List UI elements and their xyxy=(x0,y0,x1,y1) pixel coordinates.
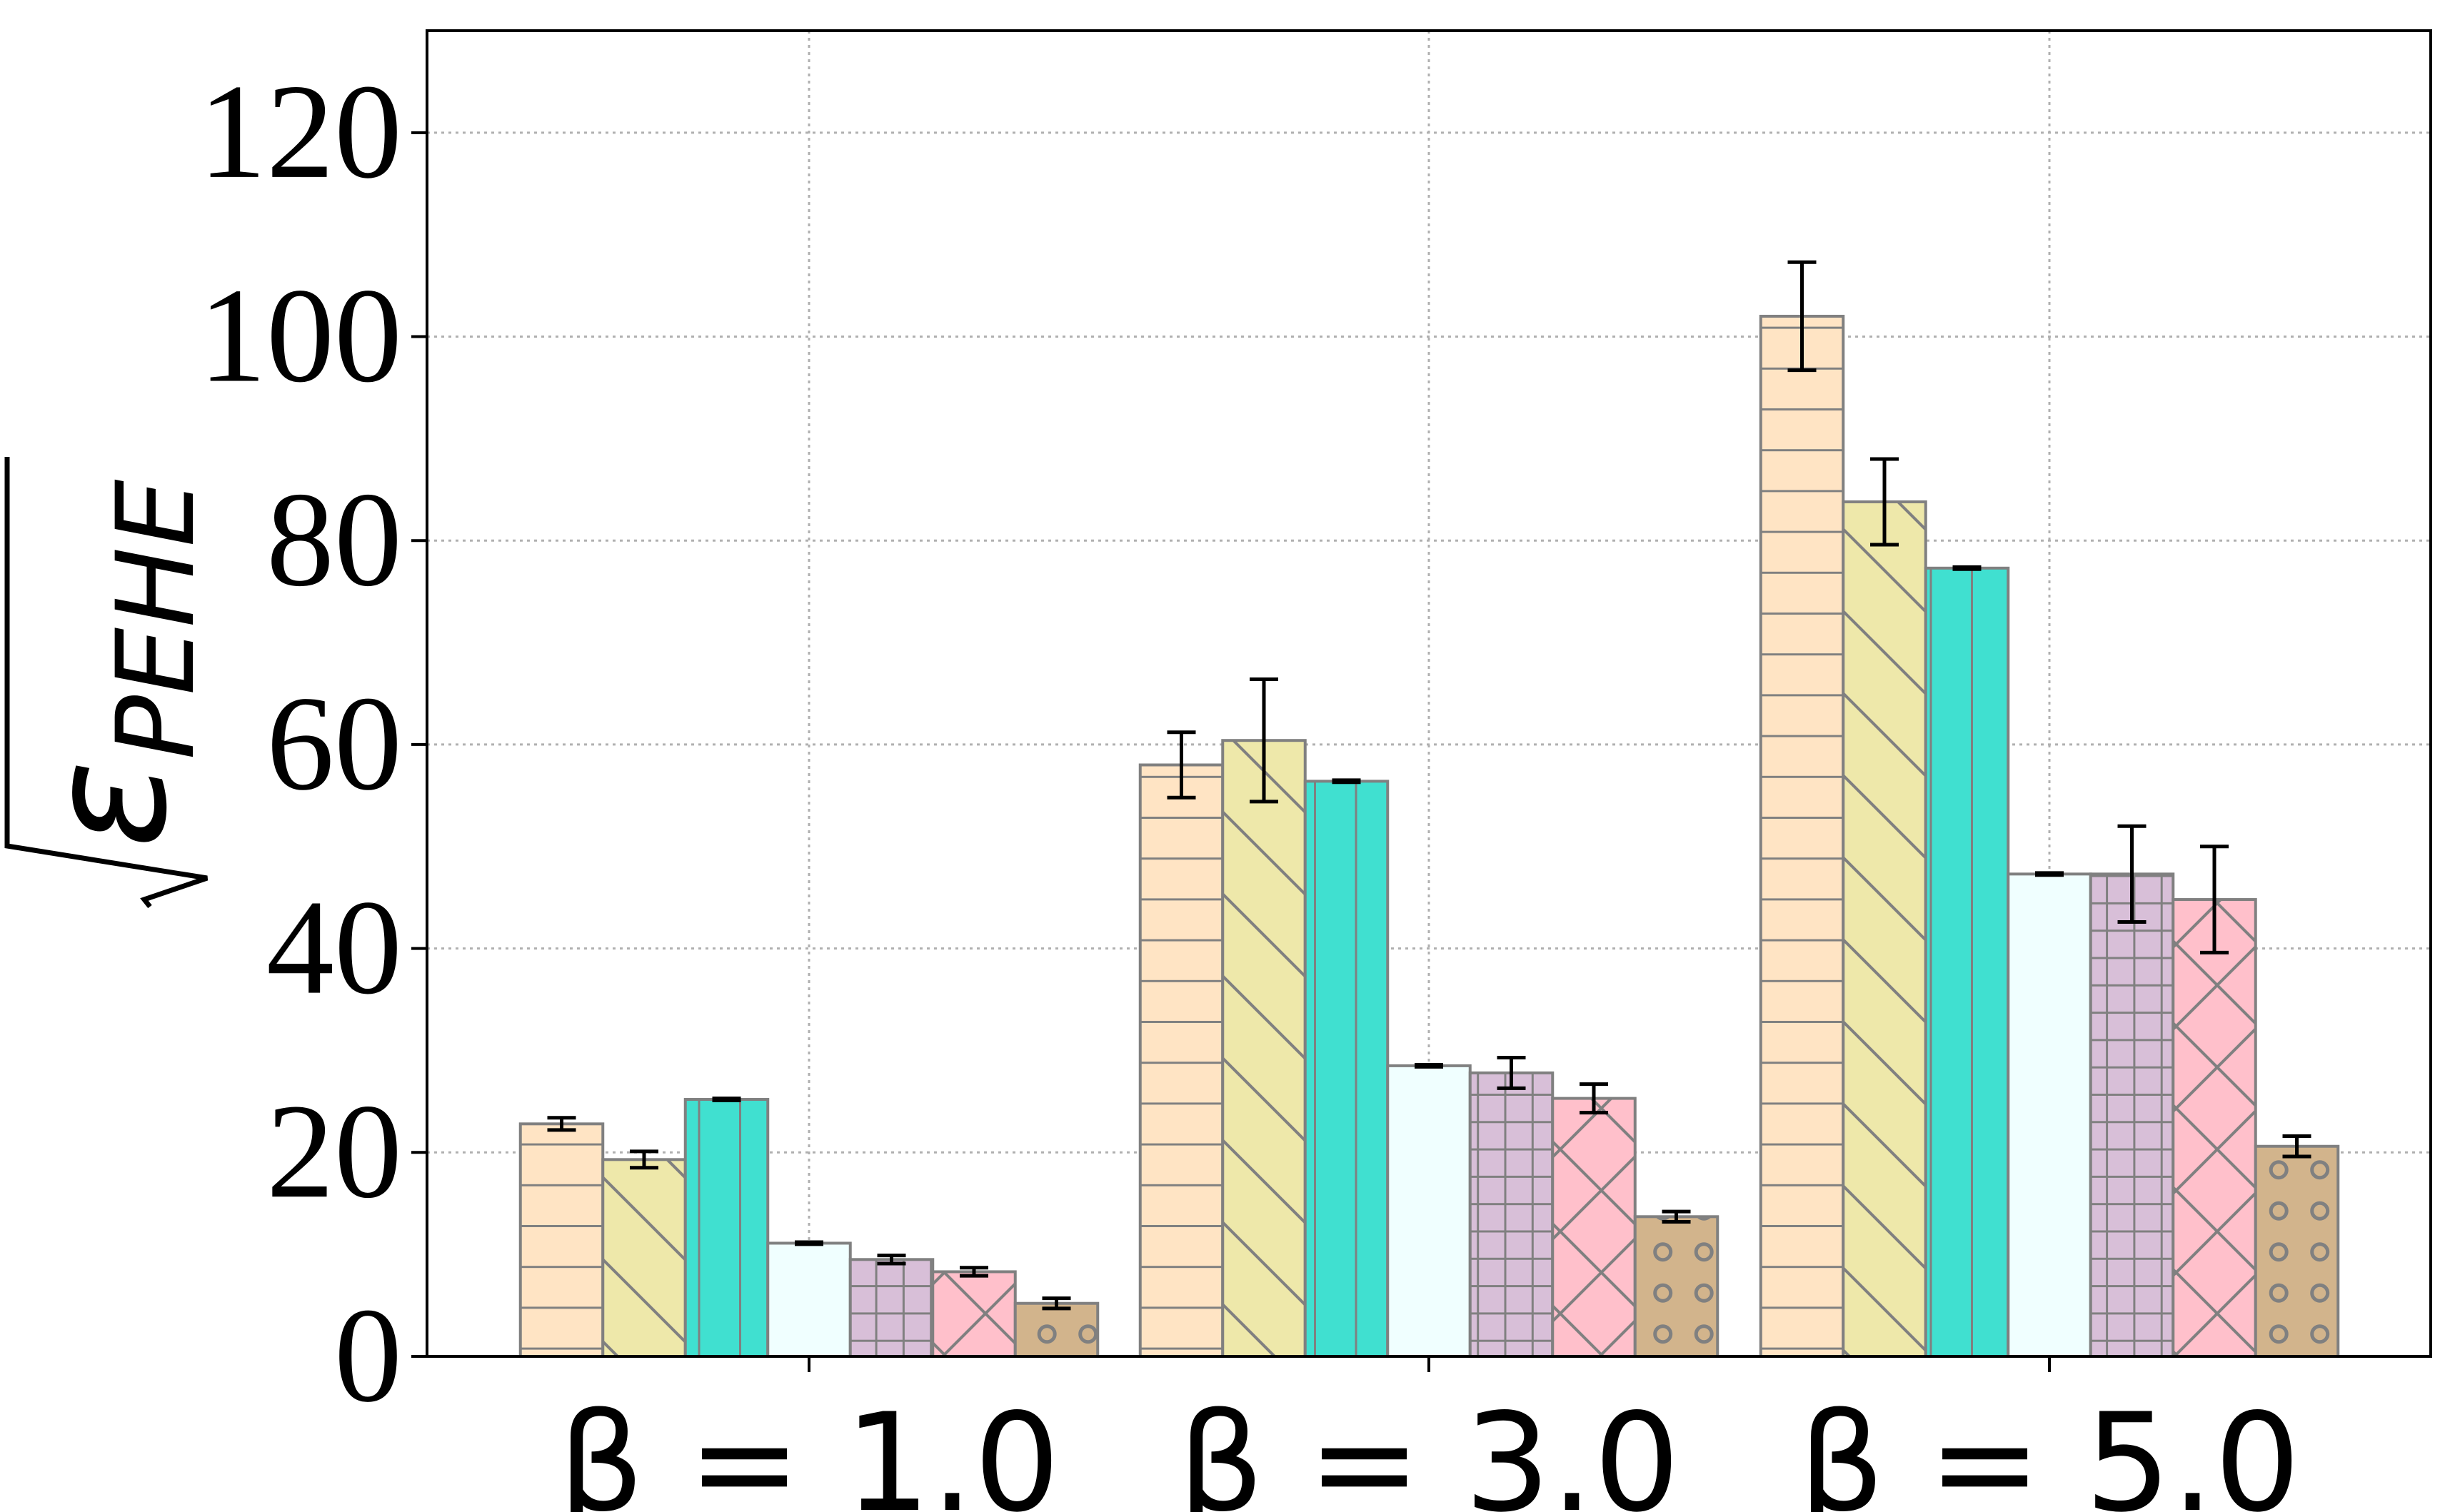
y-axis-label-text: εPEHE xyxy=(13,479,219,848)
y-tick-label: 40 xyxy=(266,873,402,1023)
y-axis-ticks: 0 20 40 60 80 100 120 xyxy=(199,57,427,1431)
x-tick-label: β = 3.0 xyxy=(1178,1384,1680,1512)
bar-hatch xyxy=(603,1159,686,1356)
bar-hatch xyxy=(1635,1216,1718,1356)
bar-hatch xyxy=(685,1099,768,1356)
bar-hatch xyxy=(1305,781,1388,1356)
ylabel-main: ε xyxy=(13,760,204,848)
bar-hatch xyxy=(520,1124,603,1356)
bar xyxy=(2008,874,2091,1356)
bar-hatch xyxy=(933,1271,1015,1356)
bar-hatch xyxy=(1223,740,1305,1356)
error-bars xyxy=(547,260,2311,1311)
bar-hatch xyxy=(850,1259,933,1356)
x-tick-label: β = 5.0 xyxy=(1798,1384,2300,1512)
y-tick-label: 120 xyxy=(199,57,402,207)
bar xyxy=(1387,1065,1470,1356)
y-axis-label: εPEHE xyxy=(4,457,219,909)
bars xyxy=(518,314,2340,1359)
sqrt-symbol xyxy=(4,457,209,909)
bar-hatch xyxy=(1552,1098,1635,1356)
y-tick-label: 0 xyxy=(334,1281,402,1431)
y-tick-label: 80 xyxy=(266,465,402,615)
ylabel-subscript: PEHE xyxy=(94,479,219,760)
bar-hatch xyxy=(1925,568,2009,1356)
bar-hatch xyxy=(2090,874,2174,1356)
x-tick-label: β = 1.0 xyxy=(558,1384,1060,1512)
x-axis-ticks: β = 1.0 β = 3.0 β = 5.0 xyxy=(558,1356,2301,1512)
bar-hatch xyxy=(1140,765,1223,1356)
bar-hatch xyxy=(1843,501,1926,1356)
y-tick-label: 20 xyxy=(266,1077,402,1226)
bar-hatch xyxy=(1470,1072,1553,1356)
bar-hatch xyxy=(2173,899,2256,1356)
bar-hatch xyxy=(2255,1146,2339,1356)
bar-hatch xyxy=(1760,316,1844,1356)
bar xyxy=(768,1243,850,1356)
y-tick-label: 60 xyxy=(266,669,402,819)
y-tick-label: 100 xyxy=(199,261,402,411)
bar-hatch xyxy=(1015,1303,1098,1356)
